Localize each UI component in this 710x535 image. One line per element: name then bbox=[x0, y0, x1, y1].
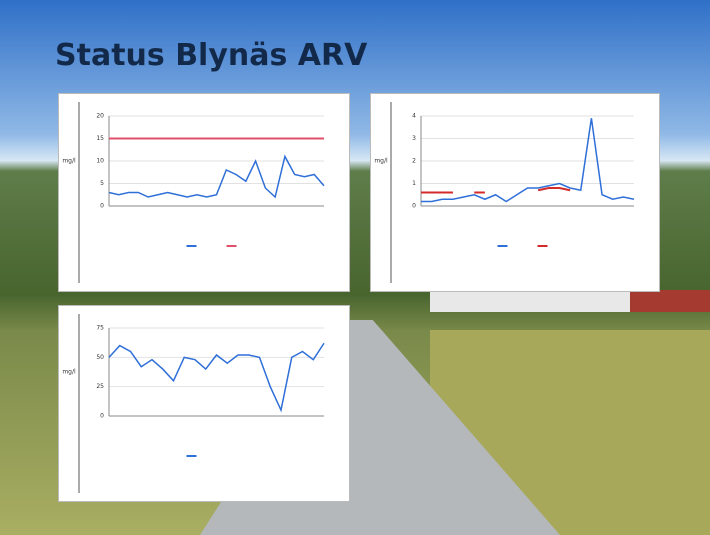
y-tick-label: 10 bbox=[96, 158, 104, 165]
chart-panel: mg/l 0 5 10 15 20 bbox=[58, 93, 350, 292]
line-series bbox=[108, 342, 325, 413]
y-tick-label: 0 bbox=[100, 203, 104, 210]
y-tick-label: 4 bbox=[412, 113, 416, 120]
y-tick-label: 25 bbox=[96, 383, 104, 390]
line-series bbox=[421, 118, 635, 203]
y-tick-label: 0 bbox=[412, 203, 416, 210]
y-tick-label: 50 bbox=[96, 354, 104, 361]
chart: mg/l 0 25 50 75 bbox=[62, 314, 325, 493]
building bbox=[430, 290, 630, 312]
chart: mg/l 0 1 2 3 4 bbox=[374, 102, 635, 283]
y-tick-label: 1 bbox=[412, 180, 416, 187]
building bbox=[630, 290, 710, 312]
line-series bbox=[537, 187, 571, 192]
y-axis-label: mg/l bbox=[62, 369, 76, 376]
y-tick-label: 5 bbox=[100, 180, 104, 187]
y-tick-label: 15 bbox=[96, 135, 104, 142]
line-series bbox=[108, 154, 325, 199]
chart-panel: mg/l 0 1 2 3 4 bbox=[370, 93, 660, 292]
y-tick-label: 20 bbox=[96, 113, 104, 120]
chart-panel: mg/l 0 25 50 75 bbox=[58, 305, 350, 502]
y-axis-label: mg/l bbox=[374, 158, 388, 165]
y-tick-label: 0 bbox=[100, 413, 104, 420]
slide-title: Status Blynäs ARV bbox=[55, 38, 368, 73]
y-axis-label: mg/l bbox=[62, 158, 76, 165]
y-tick-label: 2 bbox=[412, 158, 416, 165]
chart: mg/l 0 5 10 15 20 bbox=[62, 102, 325, 283]
y-tick-label: 3 bbox=[412, 135, 416, 142]
y-tick-label: 75 bbox=[96, 325, 104, 332]
